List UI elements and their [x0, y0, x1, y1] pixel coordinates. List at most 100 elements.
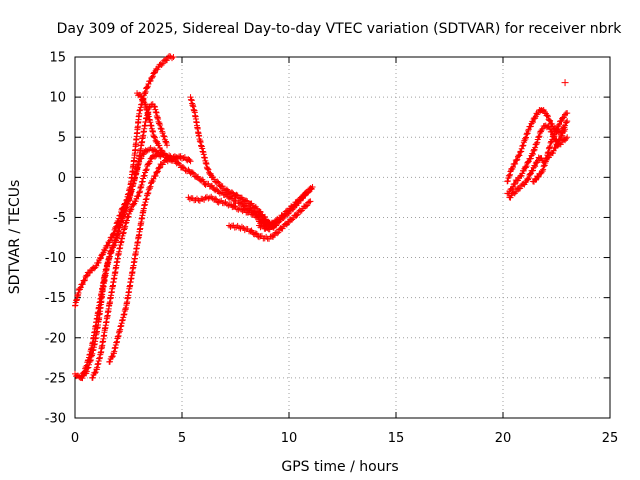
data-point	[161, 151, 168, 158]
data-point	[236, 205, 243, 212]
data-point	[214, 178, 221, 185]
data-point	[95, 259, 102, 266]
series-arc-1	[72, 52, 177, 309]
data-point	[119, 215, 126, 222]
y-tick-label: 10	[49, 91, 66, 106]
data-point	[547, 139, 554, 146]
data-point	[523, 134, 530, 141]
data-point	[241, 227, 248, 234]
data-point	[128, 206, 135, 213]
data-point	[81, 277, 88, 284]
data-point	[290, 203, 297, 210]
data-point	[200, 178, 207, 185]
data-point	[164, 142, 171, 149]
data-point	[540, 163, 547, 170]
data-point	[126, 210, 133, 217]
series-arc-7	[187, 94, 280, 231]
data-point	[538, 127, 545, 134]
data-point	[516, 152, 523, 159]
data-point	[252, 230, 259, 237]
data-point	[530, 147, 537, 154]
data-point	[151, 134, 158, 141]
data-point	[563, 135, 570, 142]
data-point	[84, 365, 91, 372]
data-point	[104, 243, 111, 250]
data-point	[524, 176, 531, 183]
data-point	[157, 125, 164, 132]
data-point	[186, 196, 193, 203]
data-point	[110, 243, 117, 250]
y-tick-label: -25	[45, 371, 66, 386]
x-tick-label: 10	[281, 431, 298, 446]
data-point	[281, 211, 288, 218]
data-point	[145, 189, 152, 196]
data-point	[557, 136, 564, 143]
data-point	[556, 121, 563, 128]
data-point	[158, 126, 165, 133]
series-arc-2	[72, 145, 185, 381]
data-point	[522, 164, 529, 171]
series-arc-9	[226, 198, 314, 242]
data-point	[156, 152, 163, 159]
data-point	[121, 210, 128, 217]
data-point	[512, 180, 519, 187]
data-point	[504, 178, 511, 185]
data-point	[560, 114, 567, 121]
data-point	[293, 212, 300, 219]
data-point	[109, 354, 116, 361]
data-point	[561, 79, 569, 87]
data-point	[553, 126, 560, 133]
data-point	[551, 131, 558, 138]
data-point	[123, 204, 130, 211]
data-point	[290, 215, 297, 222]
data-point	[190, 170, 197, 177]
data-point	[106, 237, 113, 244]
y-tick-label: 0	[58, 171, 66, 186]
data-point	[149, 73, 156, 80]
x-tick-label: 15	[388, 431, 405, 446]
data-point	[215, 179, 222, 186]
data-point	[257, 208, 264, 215]
data-point	[241, 206, 248, 213]
data-point	[526, 171, 533, 178]
data-point	[91, 370, 98, 377]
y-tick-label: 5	[58, 131, 66, 146]
data-point	[519, 143, 526, 150]
data-point	[155, 165, 162, 172]
data-point	[258, 232, 265, 239]
data-point	[558, 118, 565, 125]
data-point	[85, 364, 92, 371]
data-point	[160, 150, 167, 157]
data-point	[199, 195, 206, 202]
data-point	[117, 222, 124, 229]
data-point	[157, 122, 164, 129]
data-point	[202, 181, 209, 188]
data-point	[547, 143, 554, 150]
data-point	[101, 247, 108, 254]
data-point	[559, 132, 566, 139]
x-tick-label: 25	[602, 431, 619, 446]
data-point	[233, 206, 240, 213]
data-point	[506, 172, 513, 179]
data-point	[138, 93, 145, 100]
data-point	[520, 142, 527, 149]
data-point	[83, 368, 90, 375]
data-point	[125, 213, 132, 220]
data-point	[307, 186, 314, 193]
chart-title: Day 309 of 2025, Sidereal Day-to-day VTE…	[57, 21, 623, 37]
data-point	[106, 358, 113, 365]
data-point	[532, 144, 539, 151]
data-point	[552, 144, 559, 151]
data-point	[549, 120, 556, 127]
data-point	[547, 117, 554, 124]
data-point	[169, 55, 176, 62]
data-point	[116, 222, 123, 229]
data-point	[97, 255, 104, 262]
data-point	[275, 229, 282, 236]
data-point	[304, 190, 311, 197]
series-arc-5	[106, 153, 194, 365]
data-point	[294, 211, 301, 218]
data-point	[284, 208, 291, 215]
data-point	[140, 151, 147, 158]
data-point	[146, 158, 153, 165]
